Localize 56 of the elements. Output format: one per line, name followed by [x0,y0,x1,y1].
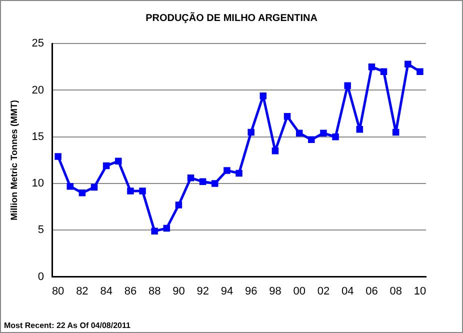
y-tick-label: 5 [38,224,44,236]
x-tick-label: 96 [244,285,258,298]
point [380,68,388,75]
point [260,92,267,100]
x-tick-label: 06 [366,285,378,298]
x-tick-label: 94 [220,285,234,298]
point [102,162,110,170]
x-tick-label: 90 [172,285,185,298]
point [212,180,218,187]
x-tick-label: 84 [100,285,112,298]
point [332,134,339,140]
point [139,188,146,194]
x-tick-label: 80 [52,285,64,298]
chart-title: PRODUÇÃO DE MILHO ARGENTINA [144,13,318,24]
point [368,64,376,70]
point [66,182,74,190]
x-tick-label: 02 [317,285,330,298]
point [236,170,242,177]
point [90,184,98,191]
x-tick-label: 92 [196,285,209,298]
point [78,189,86,196]
x-tick-label: 88 [148,285,161,298]
x-tick-label: 04 [341,285,354,298]
y-tick-label: 15 [32,130,44,143]
point [308,136,315,144]
point [115,158,122,165]
x-tick-label: 00 [293,285,306,298]
point [356,126,364,133]
point [272,148,279,154]
point [404,60,412,68]
point [127,188,134,194]
point [151,228,158,234]
point [248,128,254,136]
point [224,167,230,174]
point [284,112,291,120]
x-tick-label: 10 [414,285,426,298]
text: Most Recent: 22 As Of 04/08/2011 [4,321,130,330]
point [54,153,62,160]
point [344,82,351,89]
x-tick-label: 98 [269,285,282,298]
y-tick-label: 25 [32,38,44,50]
y-tick-label: 20 [32,84,44,96]
y-tick-label: 10 [32,178,44,190]
y-axis-title: Million Metric Tonnes (MMT) [8,100,19,220]
point [392,128,400,136]
point [163,224,170,232]
point [296,130,303,137]
x-tick-label: 86 [124,285,137,298]
point [175,202,182,208]
point [320,130,327,137]
point [187,174,194,182]
point [416,68,424,75]
x-tick-label: 08 [390,285,402,298]
point [199,178,206,186]
x-tick-label: 82 [76,285,88,298]
y-tick-label: 0 [38,270,44,283]
